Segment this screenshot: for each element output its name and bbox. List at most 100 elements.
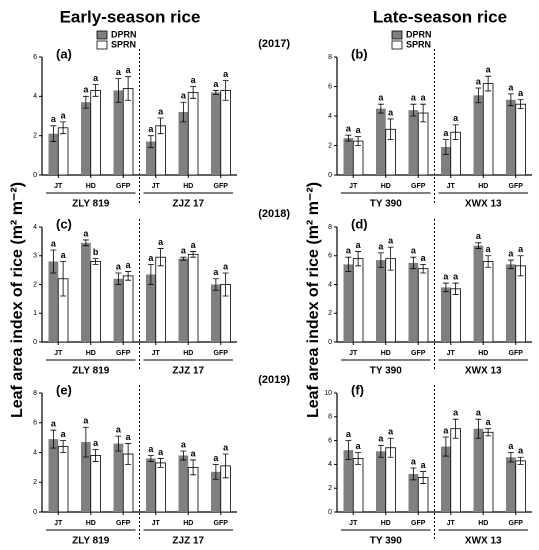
- error-bar: [355, 136, 362, 146]
- bar: [515, 265, 526, 343]
- y-tick-label: 2: [328, 485, 332, 492]
- y-tick-label: 4: [33, 224, 37, 231]
- x-tick-label: JT: [152, 183, 161, 190]
- bar: [146, 141, 156, 175]
- significance-letter: a: [158, 447, 164, 457]
- error-bar: [387, 246, 394, 271]
- y-tick-label: 0: [33, 339, 37, 346]
- bar: [506, 457, 516, 512]
- error-bar: [147, 135, 154, 148]
- significance-letter: a: [443, 128, 449, 138]
- bar: [441, 146, 451, 175]
- year-label: (2019): [258, 374, 290, 386]
- significance-letter: a: [411, 246, 417, 256]
- bar: [48, 261, 59, 342]
- bar: [81, 442, 91, 512]
- bar: [352, 258, 364, 343]
- significance-letter: a: [181, 439, 187, 449]
- panel-label: (d): [351, 216, 368, 231]
- y-tick-label: 0: [33, 509, 37, 516]
- error-bar: [147, 455, 154, 462]
- significance-letter: a: [213, 79, 219, 89]
- bar: [146, 458, 156, 512]
- significance-letter: a: [508, 441, 514, 451]
- bar: [376, 260, 386, 342]
- error-bar: [475, 418, 482, 439]
- x-tick-label: HD: [381, 183, 391, 190]
- group-label: ZJZ 17: [172, 366, 204, 377]
- error-bar: [50, 125, 57, 142]
- panel-label: (b): [351, 46, 368, 61]
- x-tick-label: JT: [152, 520, 161, 527]
- x-tick-label: GFP: [116, 350, 131, 357]
- error-bar: [377, 252, 384, 268]
- panel-label: (e): [56, 382, 72, 397]
- bar: [482, 431, 494, 513]
- significance-letter: a: [213, 453, 219, 463]
- significance-letter: a: [158, 237, 164, 247]
- y-tick-label: 6: [328, 437, 332, 444]
- group-label: TY 390: [370, 536, 402, 547]
- significance-letter: a: [421, 460, 427, 470]
- error-bar: [420, 263, 427, 274]
- bar: [187, 92, 199, 176]
- error-bar: [222, 453, 229, 479]
- significance-letter: a: [148, 124, 154, 134]
- bar: [90, 261, 101, 343]
- error-bar: [377, 444, 384, 458]
- bar: [441, 446, 451, 512]
- bar: [211, 92, 221, 175]
- error-bar: [82, 239, 89, 247]
- bar: [352, 140, 364, 176]
- significance-letter: a: [148, 444, 154, 454]
- significance-letter: a: [346, 124, 352, 134]
- group-label: ZLY 819: [72, 199, 110, 210]
- error-bar: [50, 429, 57, 449]
- significance-letter: a: [453, 271, 459, 281]
- error-bar: [452, 282, 459, 295]
- bar: [343, 264, 354, 342]
- significance-letter: a: [61, 110, 67, 120]
- bar: [178, 258, 189, 342]
- bar: [473, 428, 484, 512]
- x-tick-label: JT: [447, 350, 456, 357]
- significance-letter: a: [486, 417, 492, 427]
- error-bar: [115, 435, 122, 452]
- significance-letter: a: [83, 228, 89, 238]
- error-bar: [345, 134, 352, 142]
- x-tick-label: JT: [349, 350, 358, 357]
- x-tick-label: GFP: [509, 183, 524, 190]
- bar: [220, 90, 231, 176]
- significance-letter: a: [191, 75, 197, 85]
- error-bar: [507, 93, 514, 107]
- x-tick-label: JT: [152, 350, 161, 357]
- significance-letter: b: [93, 247, 99, 257]
- error-bar: [212, 464, 219, 480]
- column-title: Early-season rice: [60, 7, 201, 26]
- error-bar: [157, 248, 164, 267]
- bar: [57, 446, 69, 513]
- error-bar: [180, 101, 187, 123]
- group-label: XWX 13: [465, 199, 502, 210]
- y-axis-label: Leaf area index of rice (m² m⁻²): [9, 182, 26, 418]
- error-bar: [517, 255, 524, 277]
- y-tick-label: 1: [33, 310, 37, 317]
- bar: [473, 95, 484, 175]
- legend-label: DPRN: [406, 29, 432, 39]
- significance-letter: a: [388, 236, 394, 246]
- bar: [343, 450, 354, 512]
- error-bar: [345, 440, 352, 461]
- y-tick-label: 2: [328, 310, 332, 317]
- significance-letter: a: [83, 416, 89, 426]
- bar: [450, 428, 461, 513]
- error-bar: [475, 87, 482, 104]
- x-tick-label: GFP: [509, 520, 524, 527]
- y-tick-label: 6: [33, 420, 37, 427]
- bar: [408, 262, 419, 342]
- error-bar: [50, 249, 57, 274]
- x-tick-label: JT: [349, 520, 358, 527]
- bar: [417, 268, 429, 343]
- error-bar: [442, 436, 449, 457]
- error-bar: [442, 282, 449, 293]
- bar: [81, 102, 91, 175]
